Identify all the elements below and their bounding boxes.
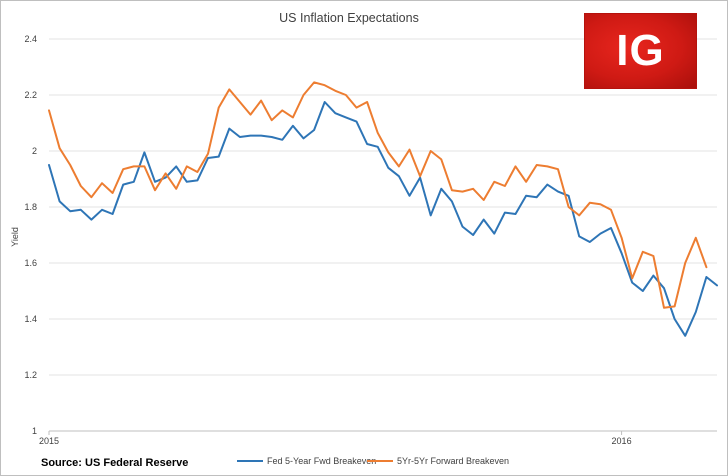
y-tick-label: 1.4 bbox=[24, 314, 37, 324]
ig-logo-text: IG bbox=[616, 26, 665, 75]
legend-swatch-fed-5yr bbox=[237, 460, 263, 462]
legend-label-5yr5yr: 5Yr-5Yr Forward Breakeven bbox=[397, 456, 510, 466]
y-axis-label: Yield bbox=[10, 227, 20, 247]
legend-item-fed-5yr: Fed 5-Year Fwd Breakeven bbox=[237, 456, 376, 466]
chart-title: US Inflation Expectations bbox=[279, 11, 419, 25]
y-tick-label: 2.4 bbox=[24, 34, 37, 44]
series-line-5yr5yr bbox=[48, 81, 708, 309]
y-tick-label: 1.2 bbox=[24, 370, 37, 380]
y-tick-label: 2 bbox=[32, 146, 37, 156]
x-tick-label: 2016 bbox=[612, 436, 632, 446]
source-note: Source: US Federal Reserve bbox=[41, 457, 189, 469]
y-tick-label: 1.6 bbox=[24, 258, 37, 268]
ig-logo: IG bbox=[584, 13, 697, 89]
series-line-fed-5yr bbox=[48, 101, 718, 337]
legend-item-5yr5yr: 5Yr-5Yr Forward Breakeven bbox=[367, 456, 509, 466]
y-tick-label: 1 bbox=[32, 426, 37, 436]
legend-label-fed-5yr: Fed 5-Year Fwd Breakeven bbox=[267, 456, 377, 466]
legend-swatch-5yr5yr bbox=[367, 460, 393, 462]
x-tick-label: 2015 bbox=[39, 436, 59, 446]
y-tick-label: 1.8 bbox=[24, 202, 37, 212]
y-tick-label: 2.2 bbox=[24, 90, 37, 100]
